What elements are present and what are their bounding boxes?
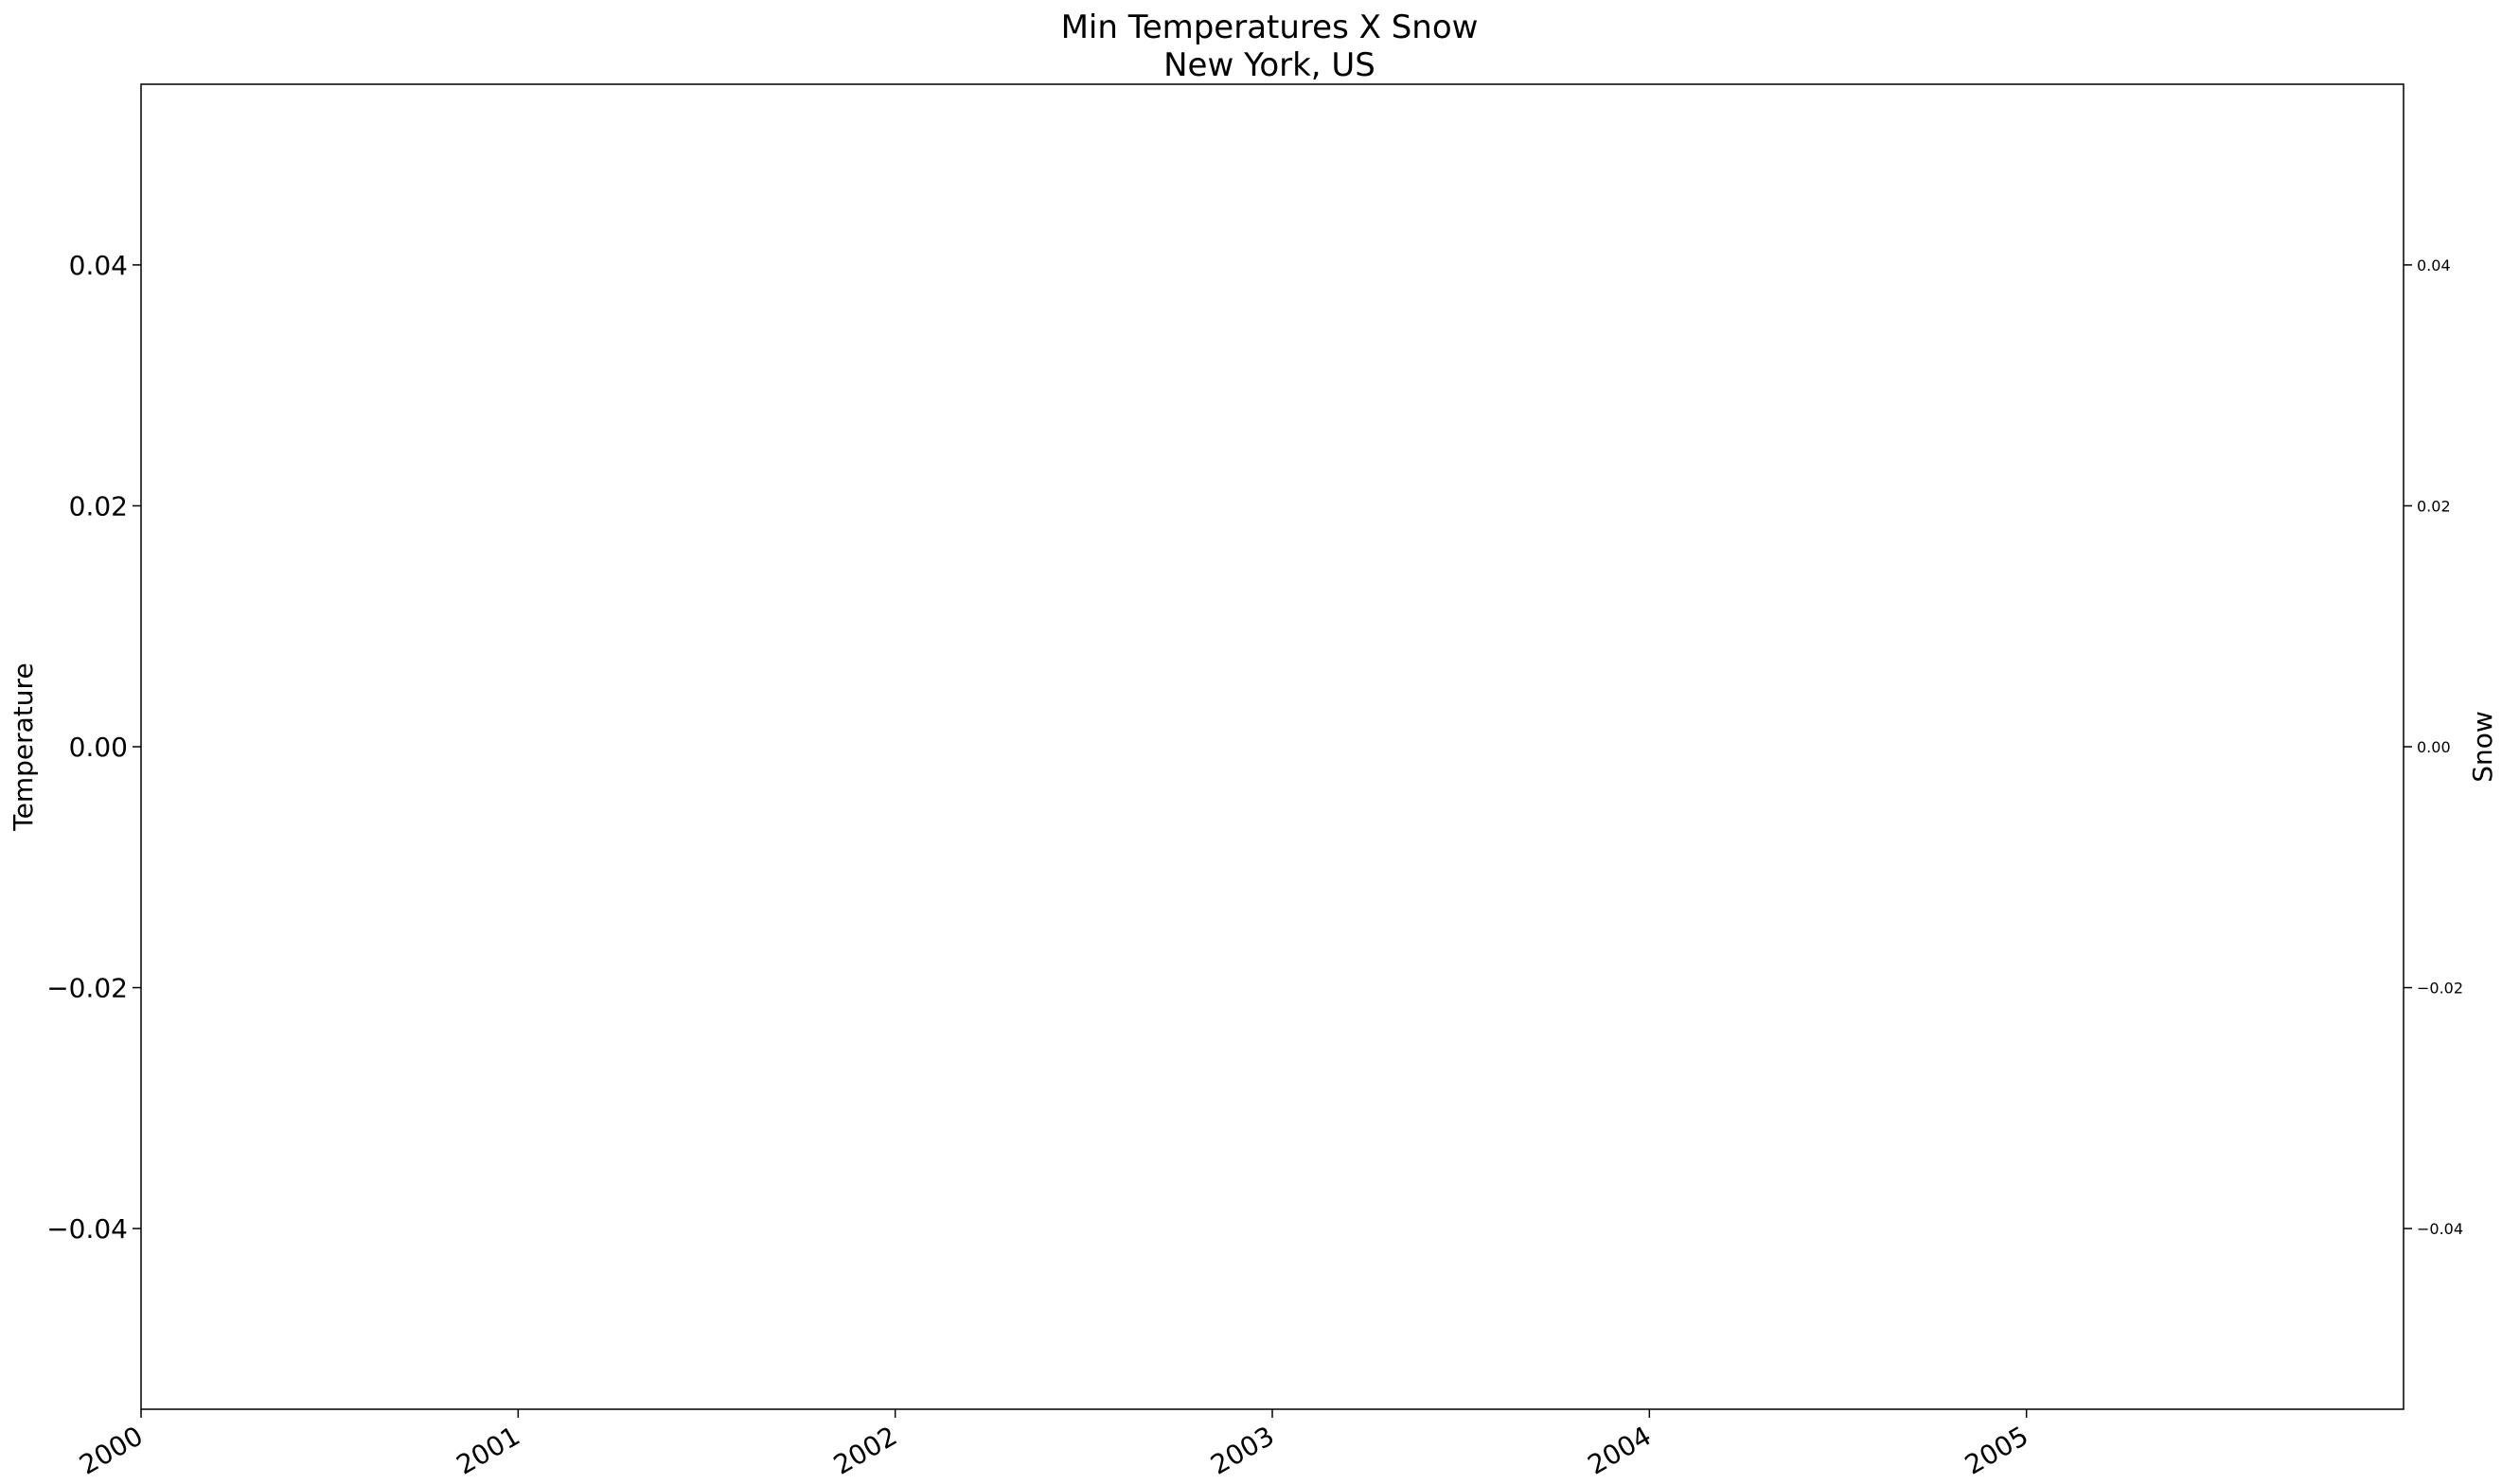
- left-tick-label: 0.02: [69, 490, 128, 521]
- right-tick-label: −0.04: [2417, 1220, 2463, 1238]
- right-tick-label: −0.02: [2417, 980, 2463, 998]
- left-tick-label: −0.02: [46, 973, 128, 1004]
- x-tick-label: 2000: [74, 1420, 148, 1480]
- x-ticks: 2000 2001 2002 2003 2004 2005: [74, 1409, 2033, 1481]
- chart-title: Min Temperatures X Snow: [1061, 9, 1479, 46]
- right-tick-label: 0.04: [2417, 256, 2451, 274]
- y-axis-label: Temperature: [8, 662, 39, 831]
- left-tick-label: −0.04: [46, 1213, 128, 1245]
- left-y-ticks: 0.04 0.02 0.00 −0.02 −0.04: [46, 250, 141, 1245]
- left-tick-label: 0.00: [69, 732, 128, 763]
- x-tick-label: 2005: [1960, 1420, 2033, 1480]
- right-tick-label: 0.02: [2417, 497, 2451, 515]
- x-tick-label: 2001: [452, 1420, 525, 1480]
- y2-axis-label: Snow: [2467, 711, 2498, 783]
- x-tick-label: 2004: [1583, 1420, 1657, 1480]
- left-tick-label: 0.04: [69, 250, 128, 281]
- x-tick-label: 2002: [828, 1420, 902, 1480]
- right-tick-label: 0.00: [2417, 738, 2451, 756]
- x-tick-label: 2003: [1205, 1420, 1279, 1480]
- right-y-ticks: 0.04 0.02 0.00 −0.02 −0.04: [2404, 256, 2463, 1238]
- plot-area: [140, 83, 2404, 1410]
- chart-subtitle: New York, US: [1163, 46, 1375, 84]
